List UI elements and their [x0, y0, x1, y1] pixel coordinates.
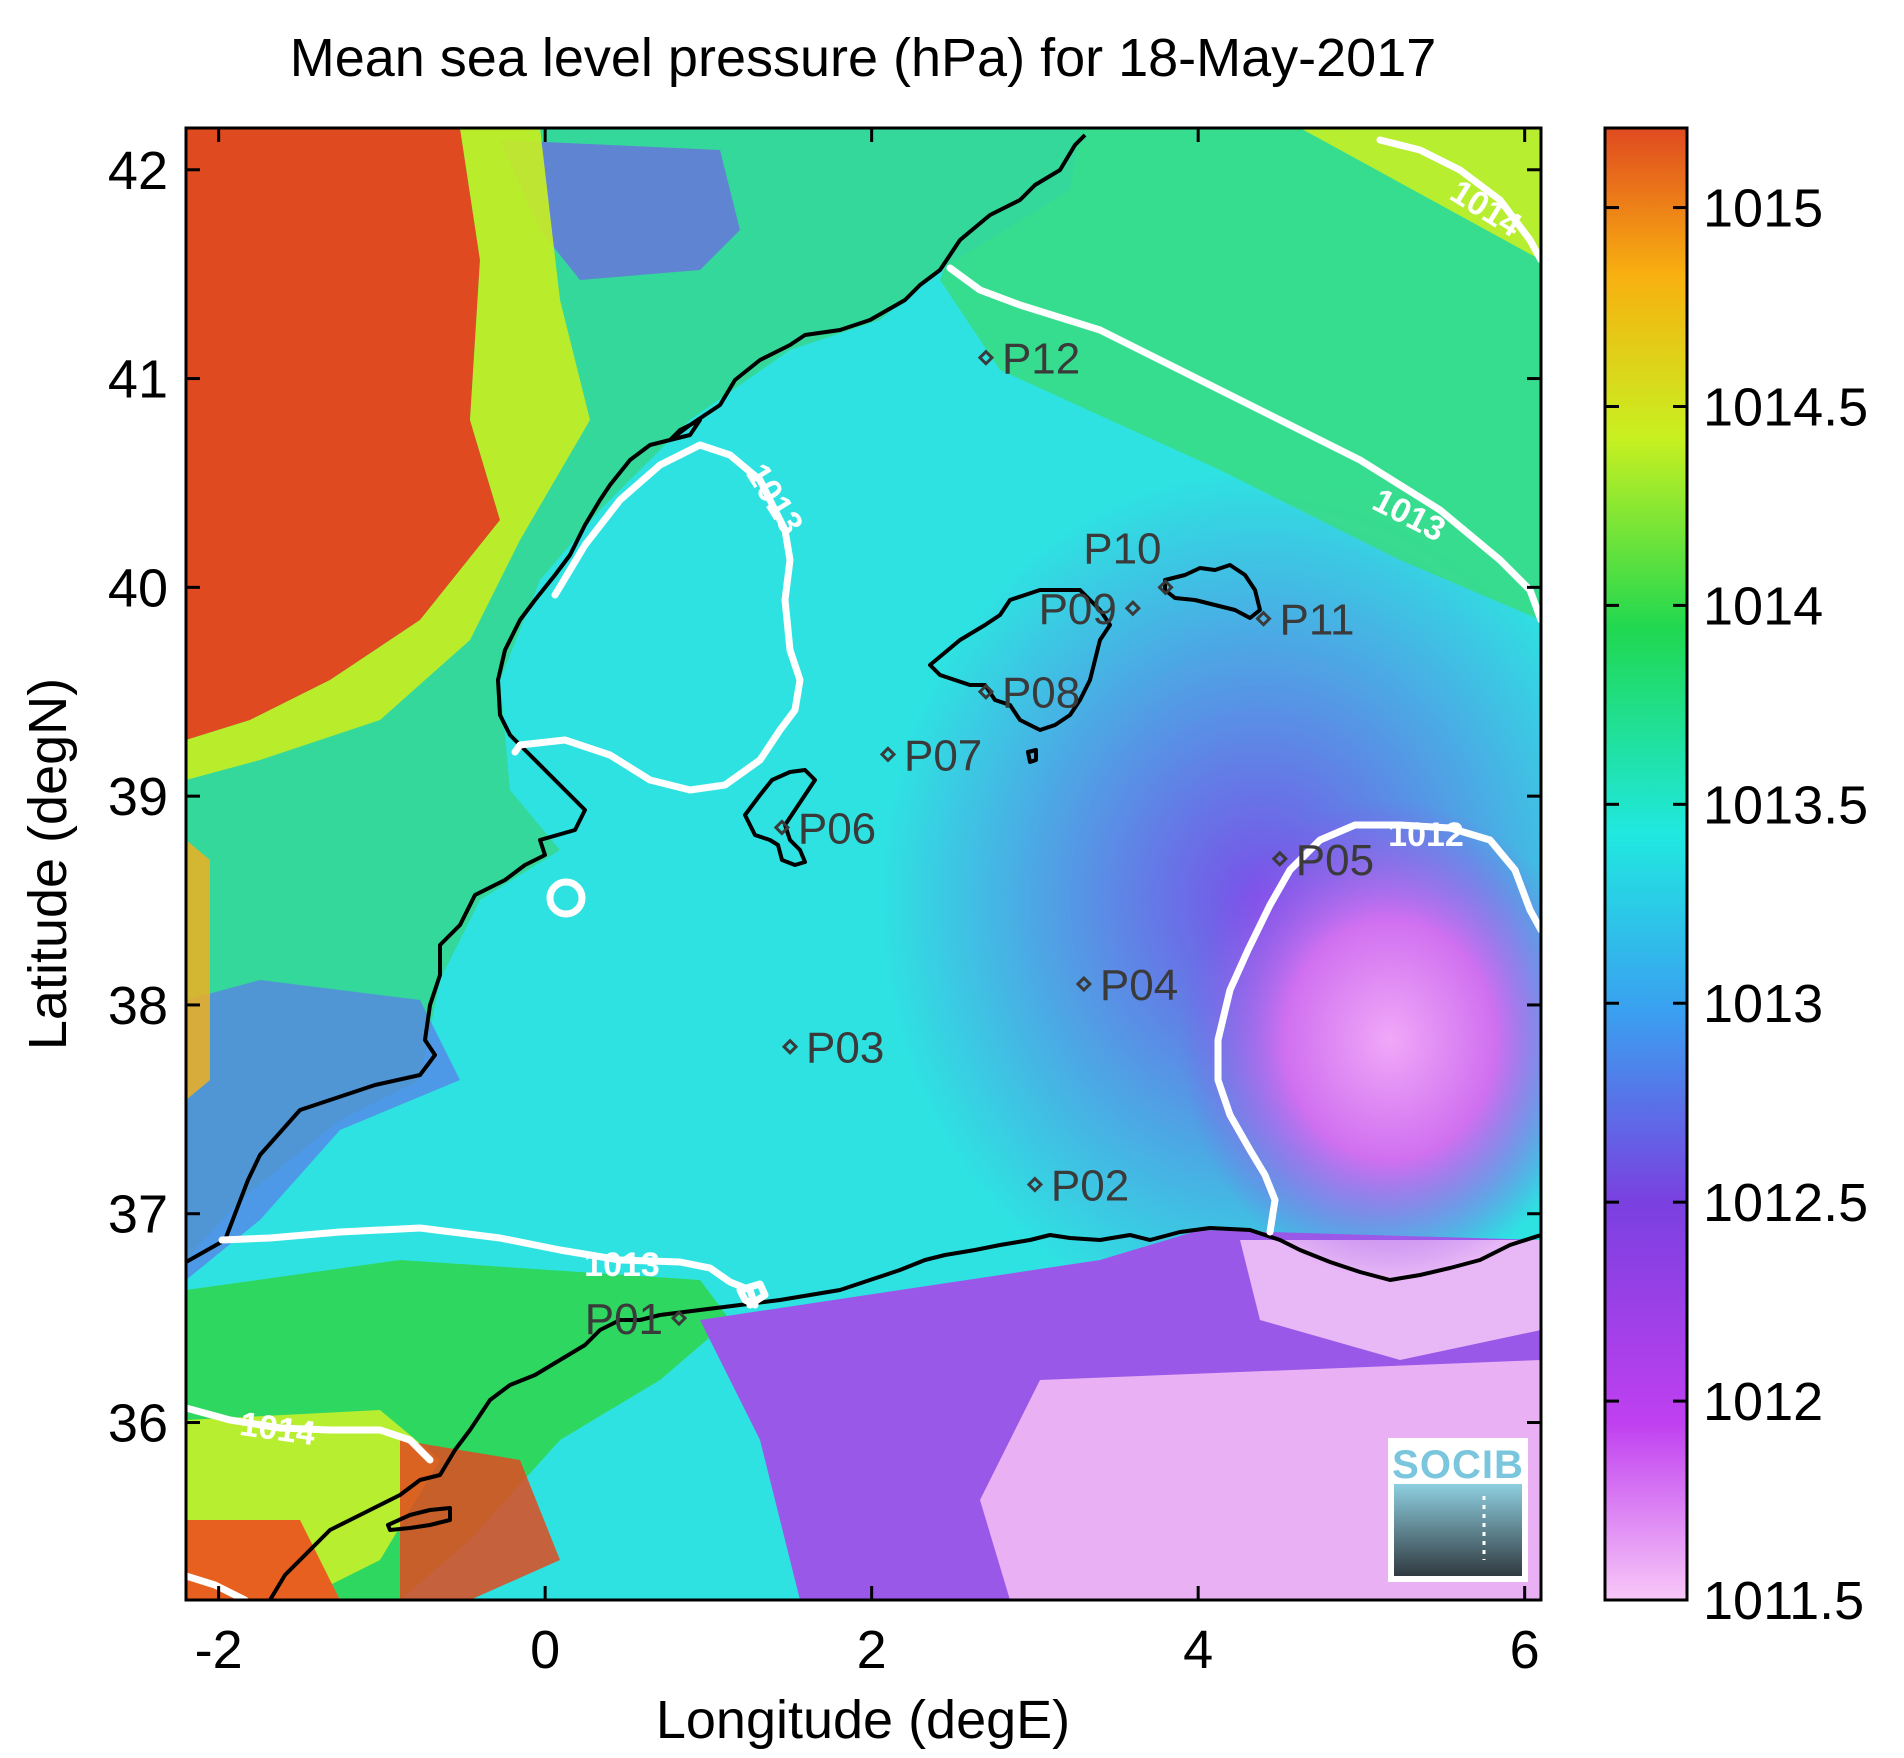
station-label: P07	[904, 731, 982, 780]
station-label: P05	[1296, 836, 1374, 885]
colorbar-ticks: 1011.5 1012 1012.5 1013 1013.5 1014 1014.5 1015	[1605, 179, 1868, 1631]
colorbar-tick-label: 1013	[1703, 974, 1823, 1034]
y-tick-label: 37	[108, 1185, 168, 1245]
colorbar-tick-label: 1012.5	[1703, 1173, 1868, 1233]
station-marker	[1124, 600, 1141, 617]
station-p10: P10	[1083, 524, 1174, 596]
africa-coastline	[268, 1226, 1541, 1600]
station-marker	[977, 349, 995, 366]
menorca-coastline	[1163, 563, 1262, 620]
colorbar-gradient	[1603, 126, 1689, 1602]
station-marker	[1075, 975, 1093, 993]
station-p12: P12	[977, 335, 1080, 384]
x-tick-label: 4	[1183, 1620, 1213, 1680]
y-tick-label: 41	[108, 350, 168, 410]
station-p03: P03	[781, 1024, 884, 1073]
isobar-label-1012: 1012	[1388, 816, 1464, 854]
iberia-coastline	[186, 133, 1087, 1264]
station-p07: P07	[879, 731, 982, 780]
station-label: P11	[1279, 596, 1354, 645]
station-p08: P08	[977, 669, 1080, 718]
station-label: P12	[1002, 335, 1080, 384]
station-label: P03	[806, 1024, 884, 1073]
station-marker	[773, 819, 790, 836]
logo-text: SOCIB	[1392, 1443, 1524, 1487]
cabrera-coastline	[1026, 748, 1038, 764]
colorbar: 1011.5 1012 1012.5 1013 1013.5 1014 1014.5 1015	[1603, 126, 1868, 1631]
y-tick-label: 36	[108, 1394, 168, 1454]
y-tick-label: 39	[108, 767, 168, 827]
isobar-1012	[1214, 821, 1541, 1236]
station-label: P09	[1039, 585, 1117, 634]
y-tick-label: 40	[108, 558, 168, 618]
isobar-1013-north	[946, 264, 1541, 624]
station-label: P10	[1083, 524, 1161, 573]
x-tick-label: 2	[857, 1620, 887, 1680]
station-p09: P09	[1039, 585, 1141, 634]
station-marker	[977, 683, 995, 700]
colorbar-tick-label: 1012	[1703, 1372, 1823, 1432]
y-tick-label: 42	[108, 141, 168, 201]
y-axis: 36 37 38 39 40 41 42	[108, 141, 1541, 1454]
station-p04: P04	[1075, 961, 1178, 1010]
station-marker	[879, 746, 897, 763]
station-marker	[1026, 1176, 1044, 1193]
station-marker	[1271, 850, 1288, 867]
station-label: P08	[1002, 669, 1080, 718]
station-label: P02	[1051, 1161, 1129, 1210]
colorbar-tick-label: 1015	[1703, 179, 1823, 239]
chart-title: Mean sea level pressure (hPa) for 18-May…	[290, 28, 1437, 88]
station-p11: P11	[1255, 596, 1355, 645]
isobars	[186, 136, 1541, 1600]
alboran-island-coastline	[386, 1506, 452, 1532]
x-axis: -2 0 2 4 6	[195, 128, 1540, 1680]
isobar-1014-southwest	[186, 1404, 434, 1464]
isobar-1014-northeast	[1376, 136, 1541, 264]
station-p05: P05	[1271, 836, 1374, 885]
y-axis-label: Latitude (degN)	[18, 678, 78, 1050]
station-marker	[781, 1038, 799, 1055]
station-marker	[1255, 610, 1272, 627]
isobar-label-1013-south: 1013	[584, 1246, 660, 1284]
station-p01: P01	[585, 1295, 688, 1344]
station-p06: P06	[773, 804, 876, 853]
plot-frame	[184, 126, 1543, 1602]
pressure-field	[186, 128, 1541, 1600]
station-marker	[670, 1310, 688, 1327]
ibiza-formentera-coastline	[743, 768, 817, 867]
station-p02: P02	[1026, 1161, 1129, 1210]
colorbar-tick-label: 1014	[1703, 576, 1823, 636]
isobar-1013-small-loop	[546, 878, 586, 918]
isobar-1013-south	[218, 1224, 769, 1309]
x-tick-label: 6	[1510, 1620, 1540, 1680]
socib-logo: SOCIB	[1388, 1438, 1528, 1582]
x-tick-label: 0	[530, 1620, 560, 1680]
colorbar-tick-label: 1014.5	[1703, 377, 1868, 437]
colorbar-tick-label: 1011.5	[1703, 1571, 1864, 1631]
colorbar-tick-label: 1013.5	[1703, 775, 1868, 835]
isobar-1014-corner	[186, 1572, 249, 1600]
x-axis-label: Longitude (degE)	[656, 1690, 1070, 1750]
station-marker	[1157, 579, 1174, 596]
y-tick-label: 38	[108, 976, 168, 1036]
station-label: P06	[798, 804, 876, 853]
x-tick-label: -2	[195, 1620, 243, 1680]
station-markers: P01 P02 P03 P04 P05 P06 P07 P08 P09 P10 P11 P12	[585, 335, 1374, 1344]
station-label: P04	[1100, 961, 1178, 1010]
isobar-1013-loop	[511, 441, 804, 794]
station-label: P01	[585, 1295, 663, 1344]
